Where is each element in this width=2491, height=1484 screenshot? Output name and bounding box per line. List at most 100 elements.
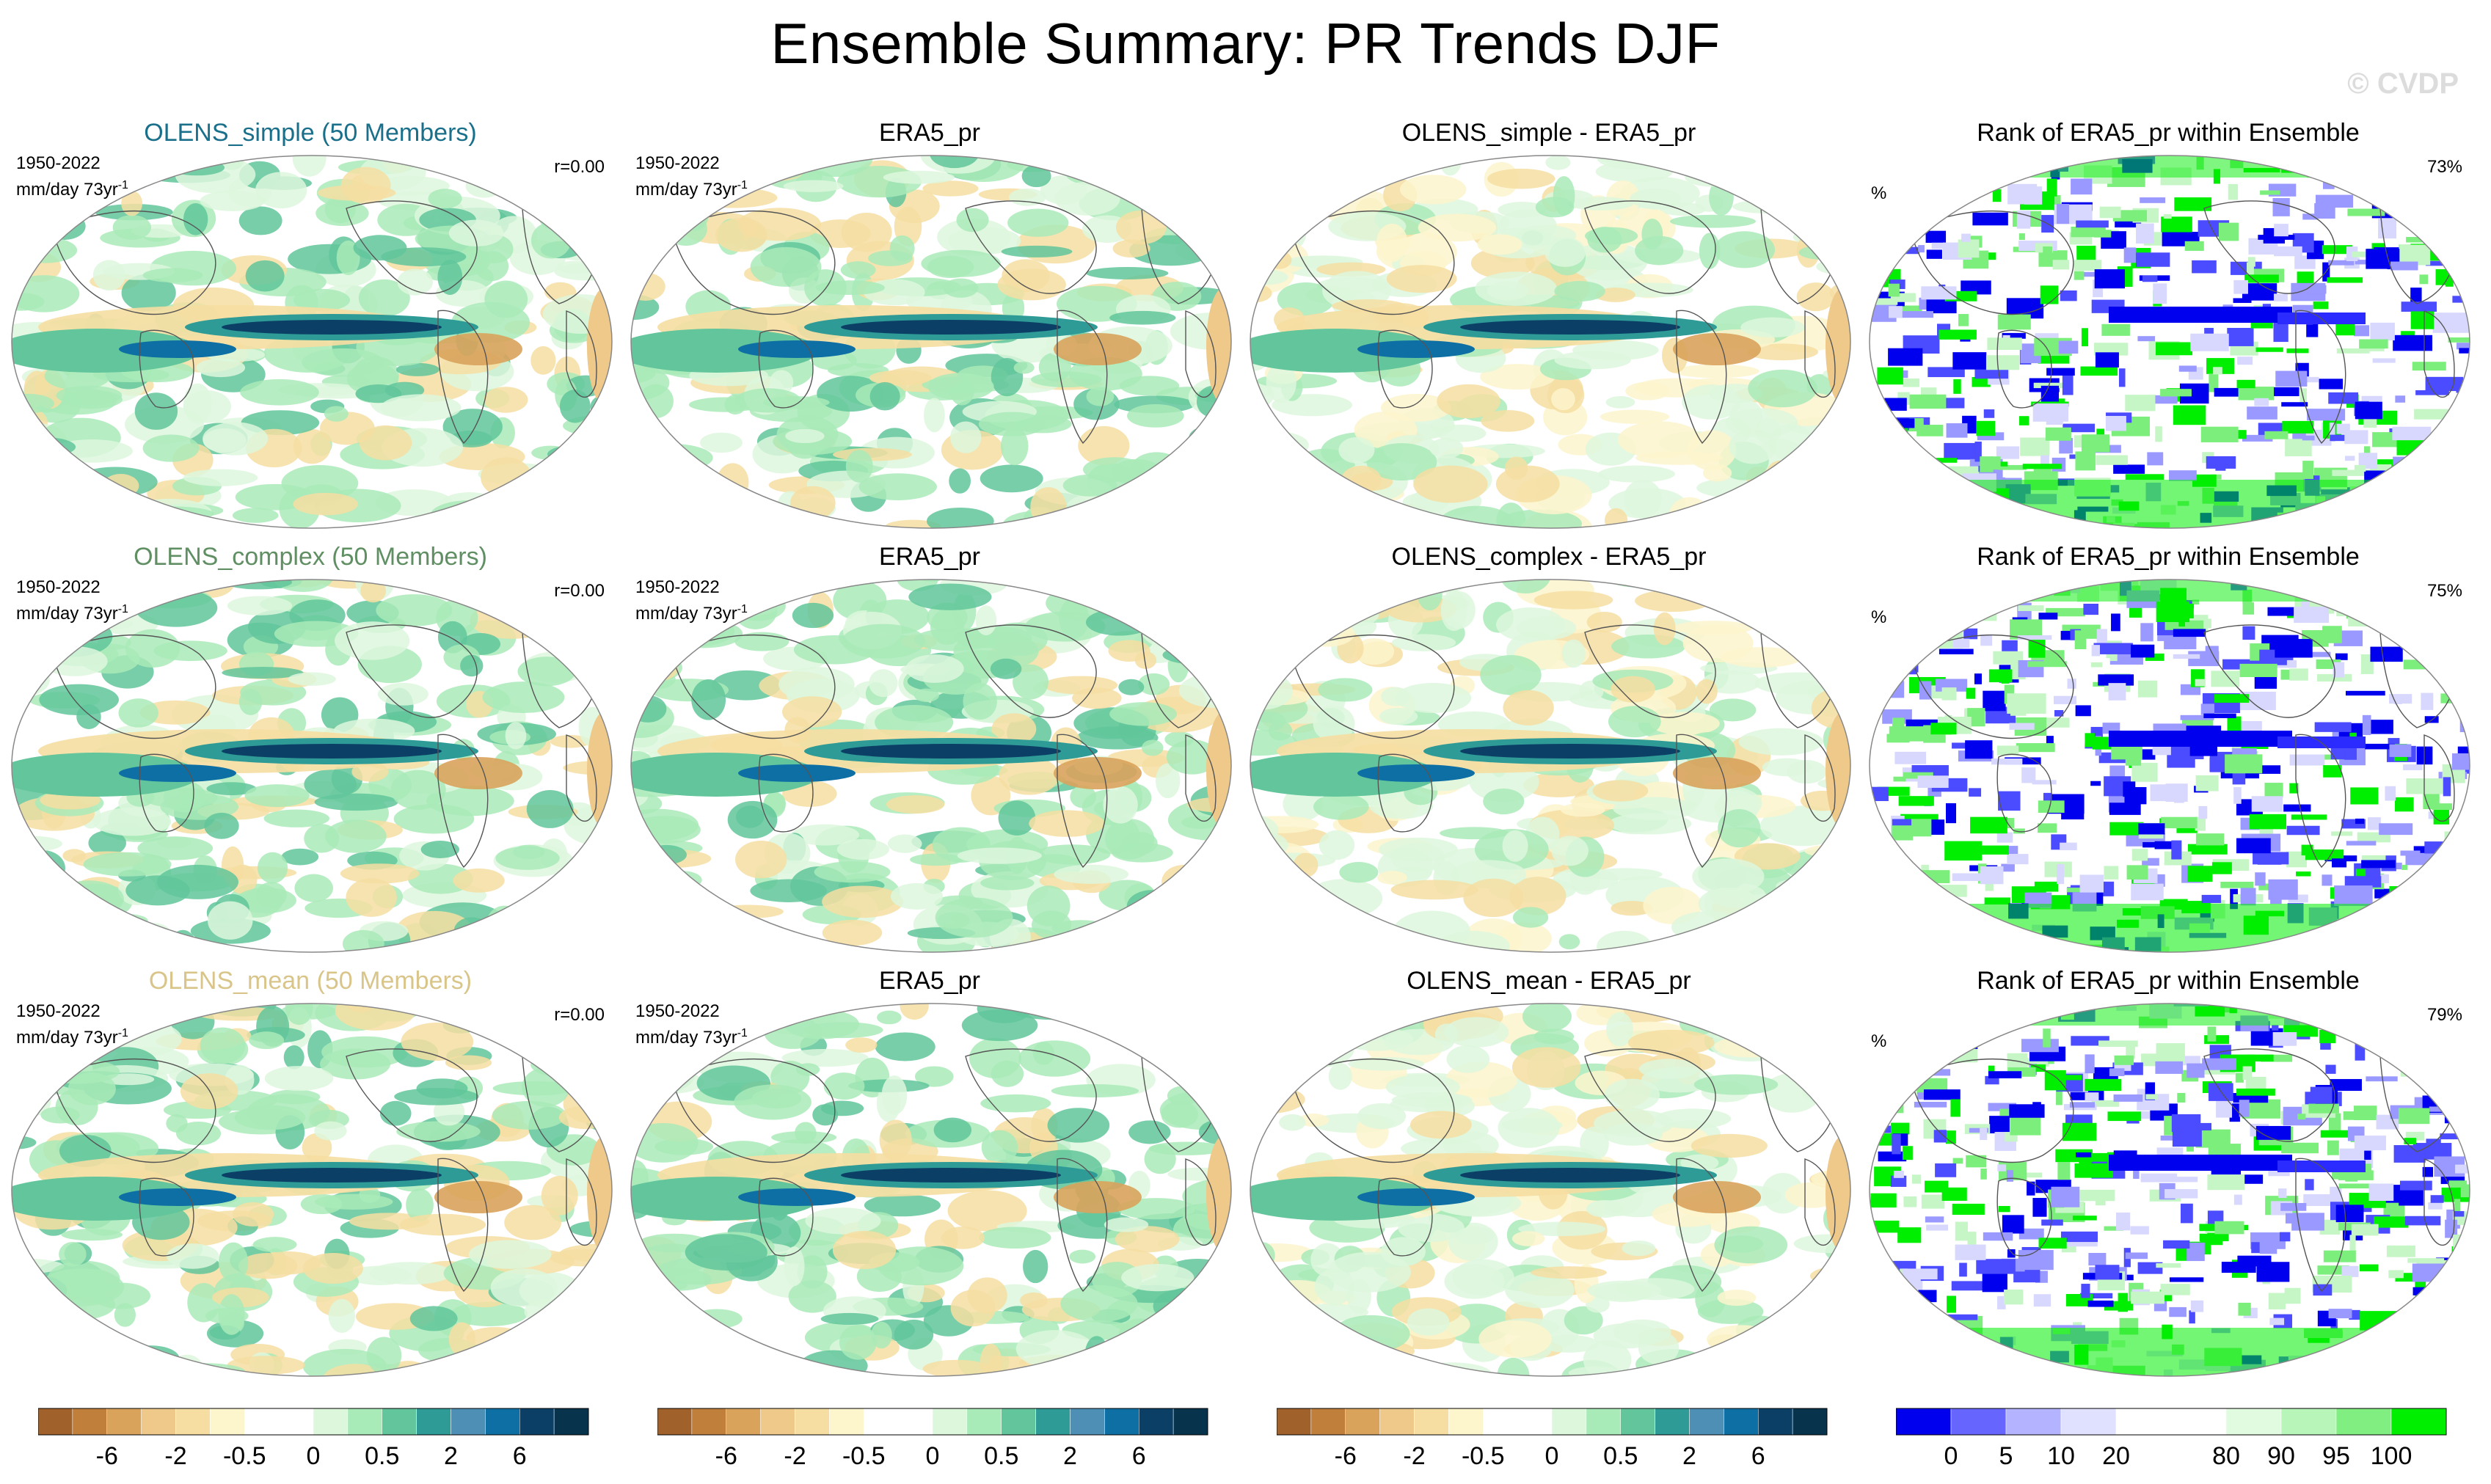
rank-cell [2124,247,2136,263]
rank-cell [2108,1111,2142,1121]
rank-cell [2214,1221,2244,1235]
rank-cell [1971,1363,1999,1379]
rank-cell [2462,1355,2473,1369]
colorbar-swatch [1586,1408,1621,1435]
rank-cell [2465,171,2473,182]
panel-diff: OLENS_mean - ERA5_pr [1239,967,1859,1391]
rank-cell [2463,589,2473,594]
rank-cell [2443,1332,2473,1344]
colorbar-swatch [1517,1408,1552,1435]
panel-diff: OLENS_simple - ERA5_pr [1239,119,1859,543]
rank-cell [2466,277,2473,289]
trend-blob [1752,932,1778,955]
trend-blob [1739,728,1823,756]
rank-cell [1912,1174,1921,1183]
rank-cell [2114,1094,2143,1102]
rank-cell [2462,624,2473,637]
trend-blob [877,1011,902,1025]
rank-cell [2457,460,2473,479]
trend-blob [1812,596,1833,620]
rank-cell [2388,156,2414,173]
rank-cell [1881,494,1918,508]
trend-blob [1340,998,1396,1034]
trend-blob [1762,759,1812,777]
trend-blob [980,1094,1051,1112]
rank-cell [2368,817,2381,830]
trend-blob [841,744,1061,759]
trend-blob [1266,998,1336,1019]
trend-blob [1710,926,1797,955]
rank-cell [2233,280,2248,294]
rank-cell [2109,1155,2292,1171]
rank-cell [2164,954,2181,955]
trend-blob [824,1072,865,1100]
trend-blob [837,839,889,860]
rank-cell [2345,586,2382,604]
rank-cell [2418,461,2448,481]
trend-blob [81,496,159,527]
period-label: 1950-2022 [635,1001,748,1023]
trend-blob [1161,865,1206,899]
rank-cell [2248,257,2255,266]
rank-cell [2355,465,2366,472]
trend-blob [208,902,253,940]
trend-blob [147,574,178,591]
rank-cell [2443,1284,2457,1290]
trend-blob [632,1071,704,1094]
rank-cell [2023,464,2062,469]
rank-cell [1944,1042,1977,1049]
trend-blob [1460,744,1680,759]
rank-cell [2215,464,2225,471]
rank-cell [2467,211,2473,230]
rank-cell [1955,602,1977,622]
rank-cell [2360,1265,2379,1272]
trend-blob [530,923,557,955]
rank-cell [1989,669,2013,682]
trend-blob [25,1323,95,1346]
rank-cell [1955,1222,1968,1241]
trend-blob [169,160,225,176]
colorbar-swatch [485,1408,519,1435]
rank-cell [2462,907,2473,915]
trend-blob [1255,1336,1290,1368]
rank-cell [2081,1284,2090,1298]
colorbar-swatch [1724,1408,1758,1435]
rank-cell [2327,1006,2363,1014]
rank-cell [2136,224,2154,244]
trend-blob [690,480,725,517]
rank-cell [2271,952,2297,955]
rank-cell [1892,1335,1901,1349]
rank-cell [2336,1205,2364,1222]
rank-cell [2286,1213,2294,1224]
colorbar-tick-label: 90 [2267,1442,2295,1470]
rank-cell [1872,1105,1878,1121]
panel-title: ERA5_pr [619,119,1240,147]
rank-cell [2079,948,2107,955]
rank-cell [2288,1370,2303,1379]
rank-cell [2460,720,2473,732]
rank-cell [1942,687,1957,700]
trend-blob [1247,913,1317,935]
rank-cell [2307,163,2313,178]
trend-blob [735,841,787,878]
rank-cell [1985,897,2010,904]
rank-cell [2187,866,2212,882]
rank-cell [2057,864,2064,884]
rank-cell [1912,182,1947,200]
rank-percent-label: 79% [2427,1005,2462,1026]
rank-cell [1892,1134,1900,1155]
trend-blob [227,596,292,615]
colorbar-swatch [1655,1408,1690,1435]
rank-cell [2201,703,2214,714]
trend-blob [662,871,702,889]
trend-blob [1033,1042,1054,1064]
trend-blob [804,269,847,307]
trend-blob [941,1227,985,1249]
trend-blob [950,421,981,453]
trend-blob [481,457,531,497]
trend-blob [1029,810,1104,836]
trend-blob [1190,211,1224,232]
trend-blob [1777,457,1811,489]
trend-blob [821,1313,879,1325]
